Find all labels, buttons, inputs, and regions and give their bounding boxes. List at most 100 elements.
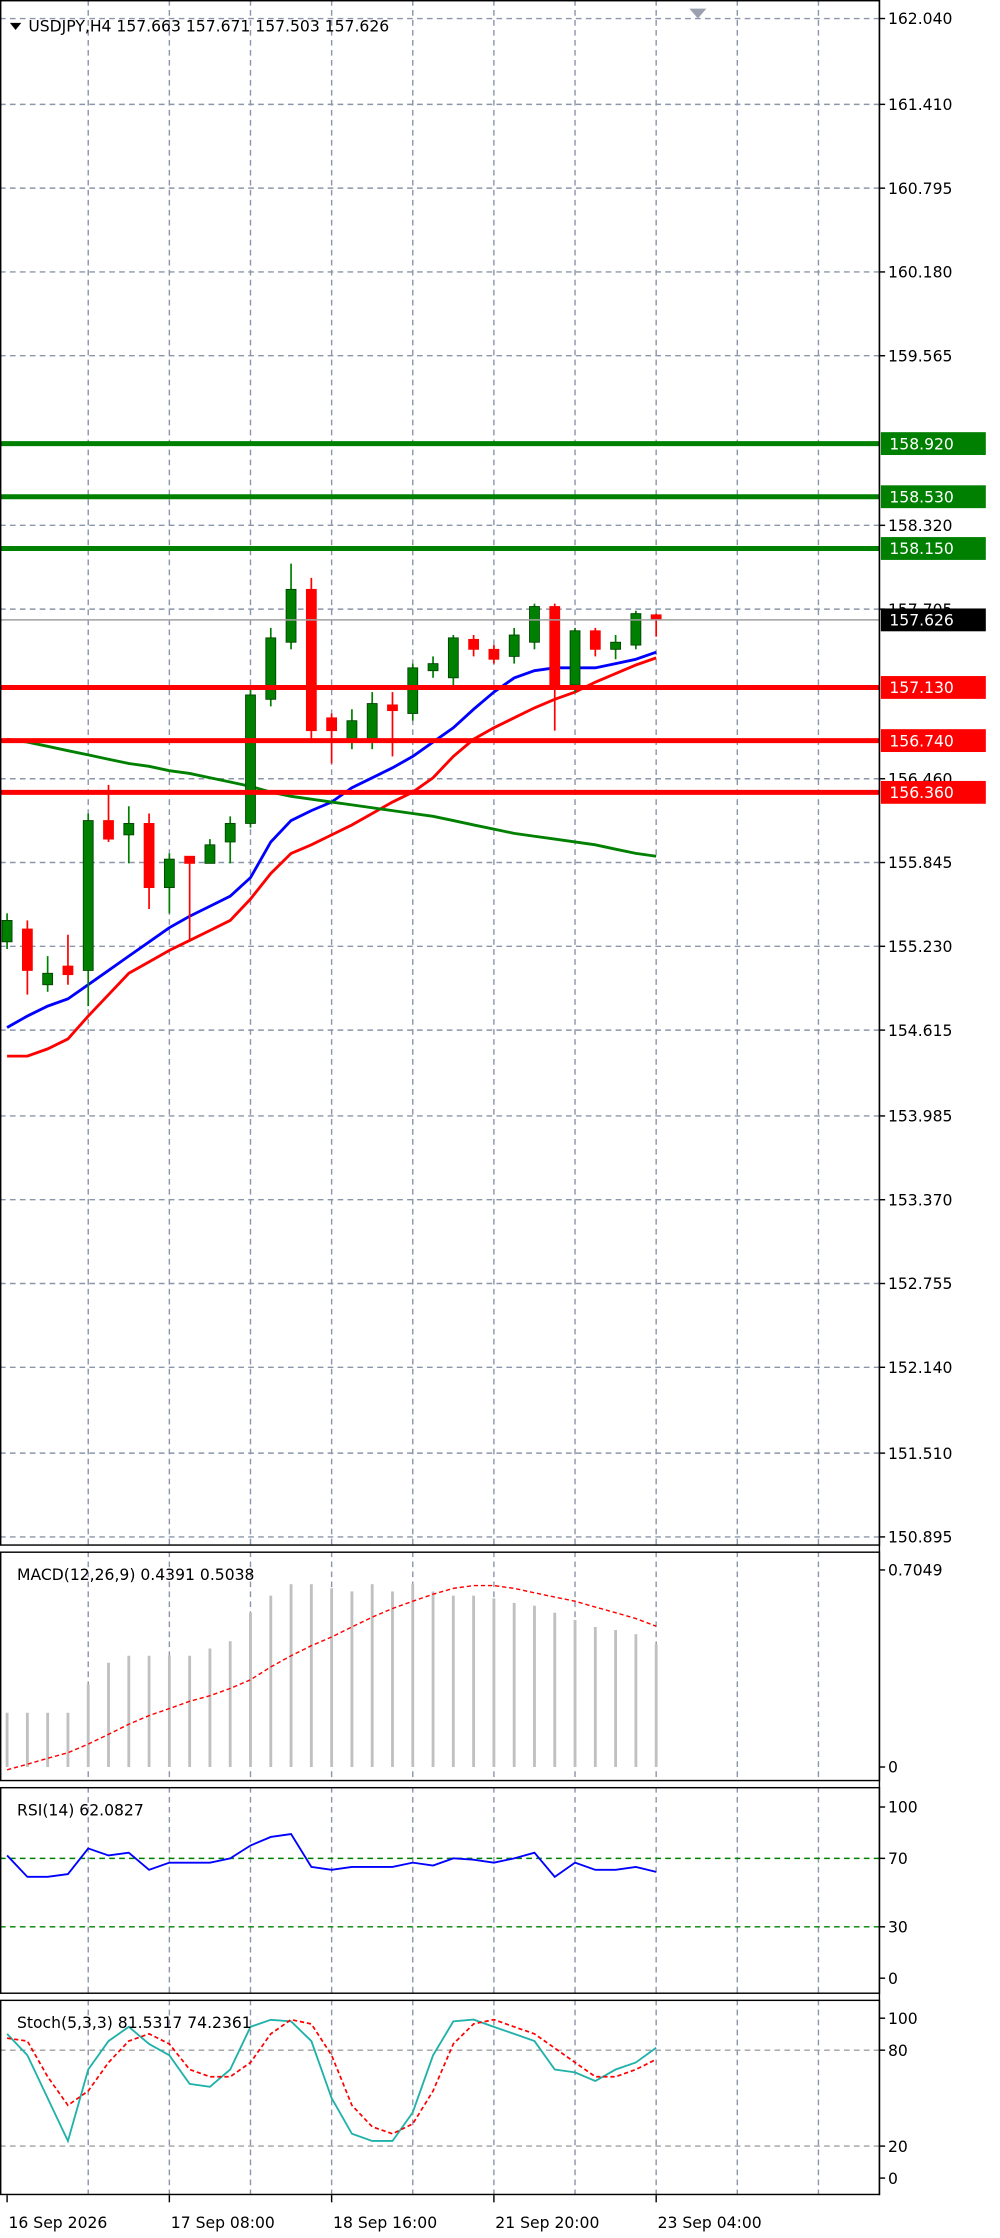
candle-body xyxy=(447,637,459,679)
macd-bar xyxy=(573,1619,577,1768)
macd-bar xyxy=(86,1684,90,1768)
y-tick-label: 80 xyxy=(888,2041,908,2060)
y-tick-label: 153.370 xyxy=(888,1190,952,1209)
macd-bar xyxy=(25,1712,29,1768)
macd-bar xyxy=(249,1612,252,1768)
y-tick-label: 151.510 xyxy=(888,1444,952,1463)
macd-bar xyxy=(370,1584,374,1768)
y-tick-label: 30 xyxy=(888,1917,908,1936)
y-tick-label: 162.040 xyxy=(888,9,952,28)
macd-bar xyxy=(492,1598,496,1768)
y-tick-label: 100 xyxy=(888,2009,918,2028)
macd-bar xyxy=(330,1588,334,1768)
macd-bar xyxy=(472,1595,476,1768)
candle-body xyxy=(265,637,277,700)
y-tick-label: 0 xyxy=(888,1969,898,1988)
candle-body xyxy=(407,667,419,714)
y-tick-label: 161.410 xyxy=(888,95,952,114)
y-tick-label: 159.565 xyxy=(888,346,952,365)
macd-bar xyxy=(107,1662,110,1768)
last-price-label: 157.626 xyxy=(889,611,953,630)
macd-bar xyxy=(46,1712,50,1768)
macd-bar xyxy=(553,1612,557,1768)
shift-marker xyxy=(689,8,707,19)
candle-body xyxy=(103,820,114,840)
macd-bar xyxy=(309,1584,313,1768)
candle-body xyxy=(143,822,155,889)
y-tick-label: 153.985 xyxy=(888,1107,952,1126)
signal-line xyxy=(6,2018,657,2135)
level-label-box xyxy=(880,537,986,560)
candle-body xyxy=(508,634,520,657)
indicator-line xyxy=(6,1833,657,1879)
candle-body xyxy=(366,703,378,743)
level-label: 157.130 xyxy=(889,678,953,697)
y-tick-label: 160.180 xyxy=(888,263,952,282)
candle-body xyxy=(224,822,236,843)
macd-bar xyxy=(431,1591,435,1768)
level-label: 156.740 xyxy=(889,731,953,750)
indicator-title: Stoch(5,3,3) 81.5317 74.2361 xyxy=(17,2013,252,2032)
macd-bar xyxy=(634,1634,638,1768)
y-tick-label: 20 xyxy=(888,2137,908,2156)
candle-body xyxy=(589,630,601,650)
level-label: 156.360 xyxy=(889,783,953,802)
y-tick-label: 0 xyxy=(888,2169,898,2188)
candle-body xyxy=(21,928,33,971)
candle-body xyxy=(549,606,561,689)
chart-title: USDJPY,H4 157.663 157.671 157.503 157.62… xyxy=(28,16,389,35)
macd-bar xyxy=(451,1595,455,1768)
macd-bar xyxy=(228,1641,232,1768)
candle-body xyxy=(468,638,480,650)
level-label-box xyxy=(880,729,986,753)
macd-bar xyxy=(391,1591,394,1768)
y-tick-label: 158.320 xyxy=(888,516,952,535)
macd-bar xyxy=(208,1648,212,1768)
candle-body xyxy=(387,704,398,712)
macd-bar xyxy=(5,1712,9,1768)
candle-body xyxy=(569,630,581,686)
y-tick-label: 0.7049 xyxy=(888,1561,943,1580)
y-tick-label: 150.895 xyxy=(888,1528,952,1547)
candle-body xyxy=(427,663,439,672)
y-tick-label: 155.845 xyxy=(888,853,952,872)
macd-bar xyxy=(512,1602,516,1768)
indicator-line xyxy=(6,2018,657,2144)
macd-bar xyxy=(350,1591,354,1768)
indicator-title: RSI(14) 62.0827 xyxy=(17,1800,144,1819)
level-label: 158.530 xyxy=(889,487,953,506)
symbol-menu-arrow xyxy=(9,22,22,30)
level-label-box xyxy=(880,780,986,804)
candle-body xyxy=(630,613,642,646)
macd-bar xyxy=(269,1595,273,1768)
candle-body xyxy=(163,858,175,889)
macd-bar xyxy=(147,1655,151,1768)
candle-body xyxy=(1,919,13,943)
macd-bar xyxy=(289,1584,293,1768)
indicator-title: MACD(12,26,9) 0.4391 0.5038 xyxy=(17,1565,254,1584)
x-tick-label: 23 Sep 04:00 xyxy=(658,2213,762,2232)
macd-bar xyxy=(654,1644,658,1768)
candle-body xyxy=(529,606,540,643)
candle-body xyxy=(82,820,94,971)
x-tick-label: 16 Sep 2026 xyxy=(9,2213,108,2232)
candle-body xyxy=(123,822,135,836)
candle-body xyxy=(62,965,74,976)
level-label: 158.150 xyxy=(889,539,953,558)
candle-body xyxy=(326,717,338,732)
x-tick-label: 17 Sep 08:00 xyxy=(171,2213,275,2232)
candle-body xyxy=(285,588,297,643)
moving-average xyxy=(7,656,657,1058)
macd-bar xyxy=(614,1630,618,1768)
x-tick-label: 18 Sep 16:00 xyxy=(333,2213,437,2232)
macd-bar xyxy=(411,1584,415,1768)
last-price-box xyxy=(880,608,986,632)
level-label-box xyxy=(880,485,986,509)
macd-bar xyxy=(593,1626,597,1768)
level-label-box xyxy=(880,676,986,699)
y-tick-label: 152.755 xyxy=(888,1274,952,1293)
y-tick-label: 155.230 xyxy=(888,937,952,956)
